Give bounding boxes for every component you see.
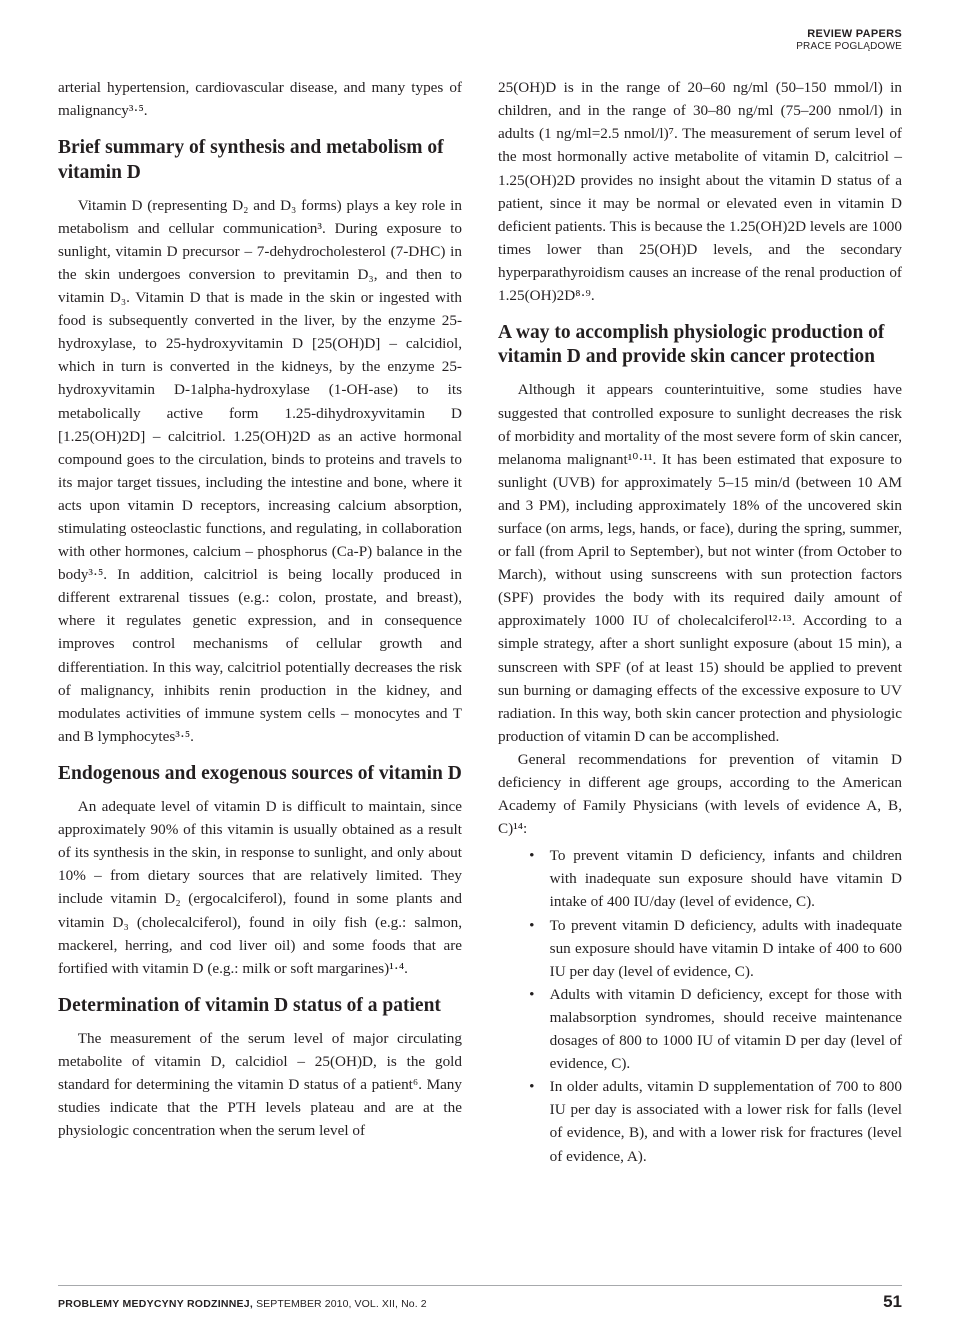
right-column: 25(OH)D is in the range of 20–60 ng/ml (… — [498, 76, 902, 1167]
recommendations-list: To prevent vitamin D deficiency, infants… — [498, 844, 902, 1167]
paragraph: Vitamin D (representing D₂ and D₃ forms)… — [58, 194, 462, 748]
section-heading-sources: Endogenous and exogenous sources of vita… — [58, 762, 462, 786]
running-head-line1: REVIEW PAPERS — [58, 28, 902, 41]
journal-reference: PROBLEMY MEDYCYNY RODZINNEJ, SEPTEMBER 2… — [58, 1298, 427, 1310]
paragraph: 25(OH)D is in the range of 20–60 ng/ml (… — [498, 76, 902, 307]
paragraph: An adequate level of vitamin D is diffic… — [58, 795, 462, 980]
list-item: To prevent vitamin D deficiency, adults … — [498, 914, 902, 983]
running-head: REVIEW PAPERS PRACE POGLĄDOWE — [58, 28, 902, 52]
page-footer: PROBLEMY MEDYCYNY RODZINNEJ, SEPTEMBER 2… — [58, 1285, 902, 1312]
paragraph: General recommendations for prevention o… — [498, 748, 902, 840]
two-column-layout: arterial hypertension, cardiovascular di… — [58, 76, 902, 1167]
list-item: Adults with vitamin D deficiency, except… — [498, 983, 902, 1075]
list-item: To prevent vitamin D deficiency, infants… — [498, 844, 902, 913]
left-column: arterial hypertension, cardiovascular di… — [58, 76, 462, 1167]
paragraph: The measurement of the serum level of ma… — [58, 1027, 462, 1142]
list-item: In older adults, vitamin D supplementati… — [498, 1075, 902, 1167]
running-head-line2: PRACE POGLĄDOWE — [58, 41, 902, 53]
journal-name: PROBLEMY MEDYCYNY RODZINNEJ, — [58, 1298, 253, 1310]
section-heading-determination: Determination of vitamin D status of a p… — [58, 994, 462, 1018]
paragraph: Although it appears counterintuitive, so… — [498, 378, 902, 748]
section-heading-physiologic: A way to accomplish physiologic producti… — [498, 321, 902, 369]
journal-issue: SEPTEMBER 2010, VOL. XII, No. 2 — [253, 1298, 427, 1310]
section-heading-synthesis: Brief summary of synthesis and metabolis… — [58, 136, 462, 184]
paragraph: arterial hypertension, cardiovascular di… — [58, 76, 462, 122]
page-number: 51 — [883, 1292, 902, 1312]
